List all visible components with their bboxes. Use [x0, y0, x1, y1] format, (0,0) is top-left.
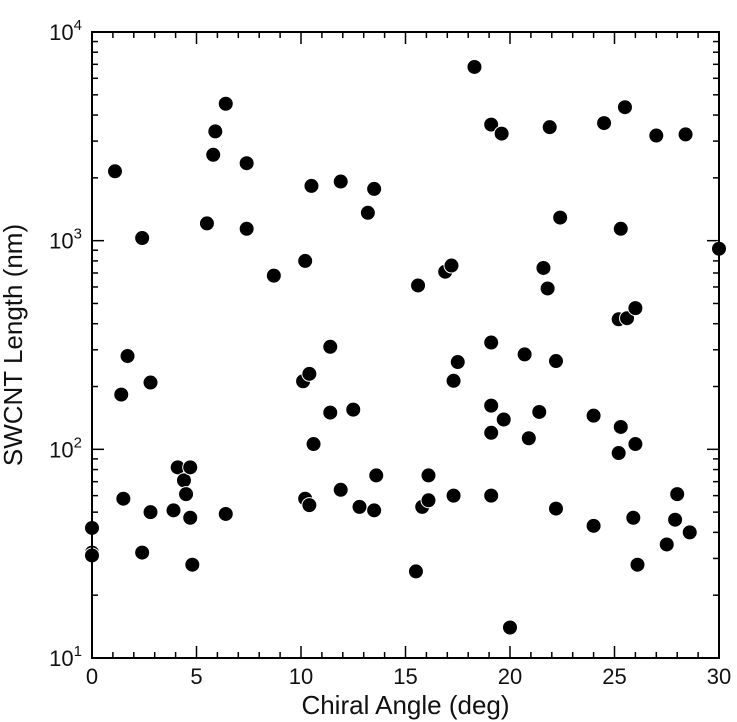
data-point	[493, 125, 510, 142]
data-point	[585, 407, 602, 424]
data-point	[119, 348, 136, 365]
data-point	[627, 436, 644, 453]
data-point	[410, 277, 427, 294]
data-point	[332, 481, 349, 498]
data-point	[445, 372, 462, 389]
data-point	[165, 502, 182, 519]
data-point	[541, 119, 558, 136]
data-point	[420, 492, 437, 509]
y-tick-label: 104	[49, 17, 82, 45]
data-point	[669, 486, 686, 503]
data-point	[596, 115, 613, 132]
data-point	[677, 126, 694, 143]
data-point	[322, 404, 339, 421]
data-point	[612, 220, 629, 237]
data-point	[629, 556, 646, 573]
data-point	[658, 536, 675, 553]
data-point	[106, 163, 123, 180]
y-axis-title: SWCNT Length (nm)	[0, 224, 28, 466]
x-tick-label: 0	[86, 664, 98, 689]
y-tick-label: 103	[49, 226, 82, 254]
data-point	[502, 619, 518, 636]
data-point	[134, 229, 151, 246]
data-point	[265, 267, 282, 284]
data-point	[182, 459, 199, 476]
data-point	[207, 123, 224, 140]
data-point	[332, 173, 349, 190]
x-tick-label: 10	[289, 664, 313, 689]
y-tick-labels: 101 102 103 104	[49, 17, 82, 671]
data-point	[366, 180, 383, 197]
x-tick-label: 20	[498, 664, 522, 689]
data-point	[184, 556, 201, 573]
data-point	[366, 502, 383, 519]
data-point	[612, 418, 629, 435]
data-point	[535, 259, 552, 276]
data-point	[182, 509, 199, 526]
data-point	[301, 497, 318, 514]
data-point	[115, 490, 132, 507]
data-point	[466, 58, 483, 75]
data-point	[368, 467, 385, 484]
data-point	[495, 411, 512, 428]
data-point	[407, 563, 424, 580]
data-point	[648, 127, 665, 144]
data-point	[178, 486, 195, 503]
data-point	[443, 257, 460, 274]
data-point	[531, 403, 548, 420]
data-point	[198, 215, 215, 232]
plot-frame	[91, 31, 720, 659]
y-tick-label: 101	[49, 643, 82, 671]
data-point	[516, 346, 533, 363]
data-point	[297, 252, 314, 269]
data-point	[351, 498, 368, 515]
data-point	[359, 204, 376, 221]
x-tick-label: 15	[393, 664, 417, 689]
data-point	[610, 445, 627, 462]
data-point	[667, 511, 684, 528]
data-point	[205, 146, 222, 163]
data-point	[681, 524, 698, 541]
data-point	[322, 338, 339, 355]
data-point	[301, 365, 318, 382]
x-tick-label: 30	[707, 664, 731, 689]
data-point	[552, 209, 569, 226]
data-point	[547, 500, 564, 517]
x-tick-labels: 0 5 10 15 20 25 30	[86, 664, 731, 689]
data-point	[238, 220, 255, 237]
data-point	[113, 386, 130, 403]
data-point	[217, 95, 234, 112]
data-point	[483, 334, 500, 351]
y-tick-label: 102	[49, 434, 82, 462]
data-point	[449, 354, 466, 371]
x-tick-label: 5	[190, 664, 202, 689]
data-point	[142, 504, 159, 521]
data-point	[303, 177, 320, 194]
data-point	[134, 544, 151, 561]
data-point	[217, 505, 234, 522]
data-point	[520, 430, 537, 447]
data-points	[84, 58, 727, 636]
data-point	[625, 509, 642, 526]
data-point	[627, 300, 644, 317]
data-point	[483, 397, 500, 414]
data-point	[616, 99, 633, 116]
data-point	[585, 517, 602, 534]
x-tick-label: 25	[602, 664, 626, 689]
data-point	[238, 155, 255, 172]
data-point	[547, 353, 564, 370]
data-point	[483, 116, 500, 133]
data-point	[483, 424, 500, 441]
x-axis-title: Chiral Angle (deg)	[301, 690, 509, 720]
data-point	[305, 436, 322, 453]
data-point	[539, 280, 556, 297]
data-point	[345, 401, 362, 418]
data-point	[483, 487, 500, 504]
data-point	[445, 487, 462, 504]
data-point	[420, 467, 437, 484]
data-point	[142, 374, 159, 391]
